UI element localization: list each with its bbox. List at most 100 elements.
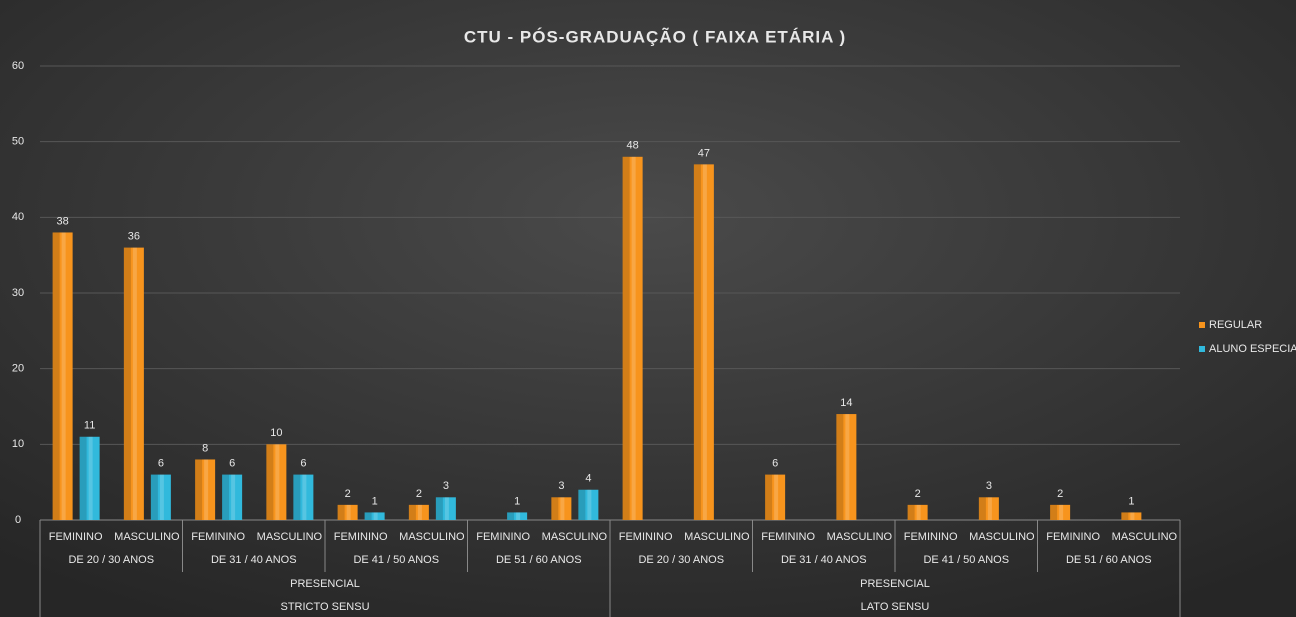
- bar-highlight: [204, 459, 209, 520]
- bar: [765, 474, 786, 520]
- value-label: 47: [698, 147, 710, 159]
- bar: [507, 512, 528, 520]
- y-tick-label: 10: [12, 438, 24, 450]
- value-label: 4: [585, 473, 591, 485]
- value-label: 6: [300, 458, 306, 470]
- value-label: 3: [558, 480, 564, 492]
- bar: [337, 504, 358, 520]
- value-label: 3: [443, 480, 449, 492]
- group-label: DE 41 / 50 ANOS: [923, 554, 1009, 566]
- bar-shade: [195, 459, 203, 520]
- value-label: 2: [416, 488, 422, 500]
- bar-shade: [435, 497, 443, 520]
- x-tick-label: MASCULINO: [114, 531, 180, 543]
- bar-highlight: [560, 497, 565, 520]
- bar-highlight: [373, 512, 378, 520]
- bar-shade: [150, 474, 158, 520]
- bar-shade: [907, 504, 915, 520]
- y-tick-label: 60: [12, 60, 24, 72]
- bar-shade: [222, 474, 230, 520]
- bar-shade: [622, 156, 630, 521]
- value-label: 2: [345, 488, 351, 500]
- legend-label: ALUNO ESPECIAL: [1209, 343, 1296, 355]
- bar-highlight: [417, 504, 422, 520]
- value-label: 11: [84, 420, 95, 432]
- bar-highlight: [302, 474, 307, 520]
- bar: [364, 512, 385, 520]
- y-tick-label: 40: [12, 211, 24, 223]
- value-label: 1: [1128, 495, 1134, 507]
- bar: [836, 414, 857, 520]
- bar: [578, 489, 599, 520]
- x-tick-label: FEMININO: [1046, 531, 1100, 543]
- x-tick-label: MASCULINO: [257, 531, 323, 543]
- bar-highlight: [1059, 504, 1064, 520]
- bar-shade: [836, 414, 844, 520]
- bar: [435, 497, 456, 520]
- x-tick-label: FEMININO: [49, 531, 103, 543]
- bar-highlight: [702, 164, 707, 520]
- x-tick-label: MASCULINO: [969, 531, 1035, 543]
- value-label: 36: [128, 231, 140, 243]
- bar-shade: [293, 474, 301, 520]
- x-tick-label: MASCULINO: [684, 531, 750, 543]
- y-tick-label: 30: [12, 287, 24, 299]
- bar-shade: [266, 444, 274, 520]
- bar: [266, 444, 287, 520]
- legend-swatch: [1199, 322, 1205, 328]
- group-label: DE 51 / 60 ANOS: [1066, 554, 1152, 566]
- bar-highlight: [516, 512, 521, 520]
- value-label: 3: [986, 480, 992, 492]
- bar-shade: [408, 504, 416, 520]
- y-tick-label: 20: [12, 363, 24, 375]
- bar-highlight: [346, 504, 351, 520]
- value-label: 1: [514, 495, 520, 507]
- value-label: 38: [57, 215, 69, 227]
- x-tick-label: MASCULINO: [1112, 531, 1178, 543]
- bar-highlight: [61, 232, 66, 520]
- bar-highlight: [444, 497, 449, 520]
- bar: [551, 497, 572, 520]
- bar: [52, 232, 73, 520]
- x-tick-label: FEMININO: [904, 531, 958, 543]
- x-tick-label: MASCULINO: [827, 531, 893, 543]
- bar-highlight: [159, 474, 164, 520]
- value-label: 14: [840, 397, 852, 409]
- bar-shade: [337, 504, 345, 520]
- x-tick-label: FEMININO: [761, 531, 815, 543]
- group-label: DE 20 / 30 ANOS: [68, 554, 154, 566]
- value-label: 8: [202, 442, 208, 454]
- bar-shade: [507, 512, 515, 520]
- bar-highlight: [587, 489, 592, 520]
- group-label: DE 41 / 50 ANOS: [353, 554, 439, 566]
- legend-swatch: [1199, 346, 1205, 352]
- bar-shade: [578, 489, 586, 520]
- value-label: 2: [1057, 488, 1063, 500]
- bar-highlight: [132, 247, 137, 520]
- value-label: 6: [229, 458, 235, 470]
- bar-highlight: [88, 436, 93, 520]
- bar: [978, 497, 999, 520]
- group-label: DE 51 / 60 ANOS: [496, 554, 582, 566]
- bar-highlight: [987, 497, 992, 520]
- bar-shade: [123, 247, 131, 520]
- bar: [123, 247, 144, 520]
- bar-highlight: [1130, 512, 1135, 520]
- x-tick-label: FEMININO: [191, 531, 245, 543]
- bar: [1121, 512, 1142, 520]
- bar-shade: [693, 164, 701, 520]
- group-label: LATO SENSU: [861, 601, 930, 613]
- value-label: 10: [270, 427, 282, 439]
- bar-shade: [52, 232, 60, 520]
- bar: [293, 474, 314, 520]
- bar-highlight: [774, 474, 779, 520]
- bar-shade: [978, 497, 986, 520]
- value-label: 2: [915, 488, 921, 500]
- bar: [79, 436, 100, 520]
- bar-shade: [364, 512, 372, 520]
- chart-title: CTU - PÓS-GRADUAÇÃO ( FAIXA ETÁRIA ): [464, 26, 846, 46]
- x-tick-label: FEMININO: [334, 531, 388, 543]
- bar-highlight: [275, 444, 280, 520]
